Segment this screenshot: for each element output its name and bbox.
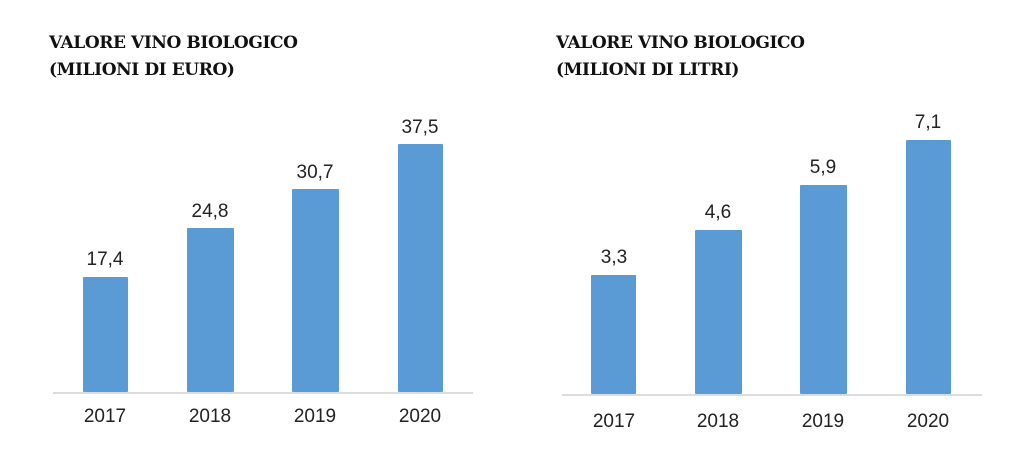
bar-2017 (591, 275, 636, 394)
x-axis-line (562, 394, 982, 396)
bar-2018 (695, 230, 742, 394)
x-axis-line (53, 392, 473, 394)
chart-title-line-2: (MILIONI DI LITRI) (556, 60, 740, 80)
chart-title-line-1: VALORE VINO BIOLOGICO (556, 33, 805, 53)
bar-2020 (906, 140, 951, 394)
bar-value-label: 37,5 (401, 117, 439, 138)
bar-value-label: 5,9 (809, 157, 837, 178)
bar-value-label: 17,4 (86, 249, 124, 270)
x-tick-label: 2017 (592, 411, 636, 432)
bar-value-label: 3,3 (600, 247, 628, 268)
bar-2017 (83, 277, 128, 392)
x-tick-label: 2020 (398, 406, 442, 427)
chart-title-line-1: VALORE VINO BIOLOGICO (49, 33, 298, 53)
bar-value-label: 7,1 (914, 112, 942, 133)
bar-2019 (800, 185, 847, 394)
x-tick-label: 2017 (83, 406, 127, 427)
x-tick-label: 2019 (293, 406, 337, 427)
bar-value-label: 30,7 (296, 162, 334, 183)
x-tick-label: 2018 (696, 411, 740, 432)
x-tick-label: 2018 (188, 406, 232, 427)
bar-2018 (187, 228, 234, 392)
bar-2019 (292, 189, 339, 392)
chart-title-line-2: (MILIONI DI EURO) (49, 60, 235, 80)
x-tick-label: 2019 (801, 411, 845, 432)
chart-value-euro: VALORE VINO BIOLOGICO (MILIONI DI EURO) … (49, 30, 473, 427)
bar-value-label: 4,6 (704, 202, 732, 223)
bar-2020 (398, 144, 443, 392)
bar-value-label: 24,8 (191, 201, 229, 222)
chart-title: VALORE VINO BIOLOGICO (MILIONI DI EURO) (49, 30, 298, 84)
chart-title: VALORE VINO BIOLOGICO (MILIONI DI LITRI) (556, 30, 805, 84)
x-tick-label: 2020 (906, 411, 950, 432)
